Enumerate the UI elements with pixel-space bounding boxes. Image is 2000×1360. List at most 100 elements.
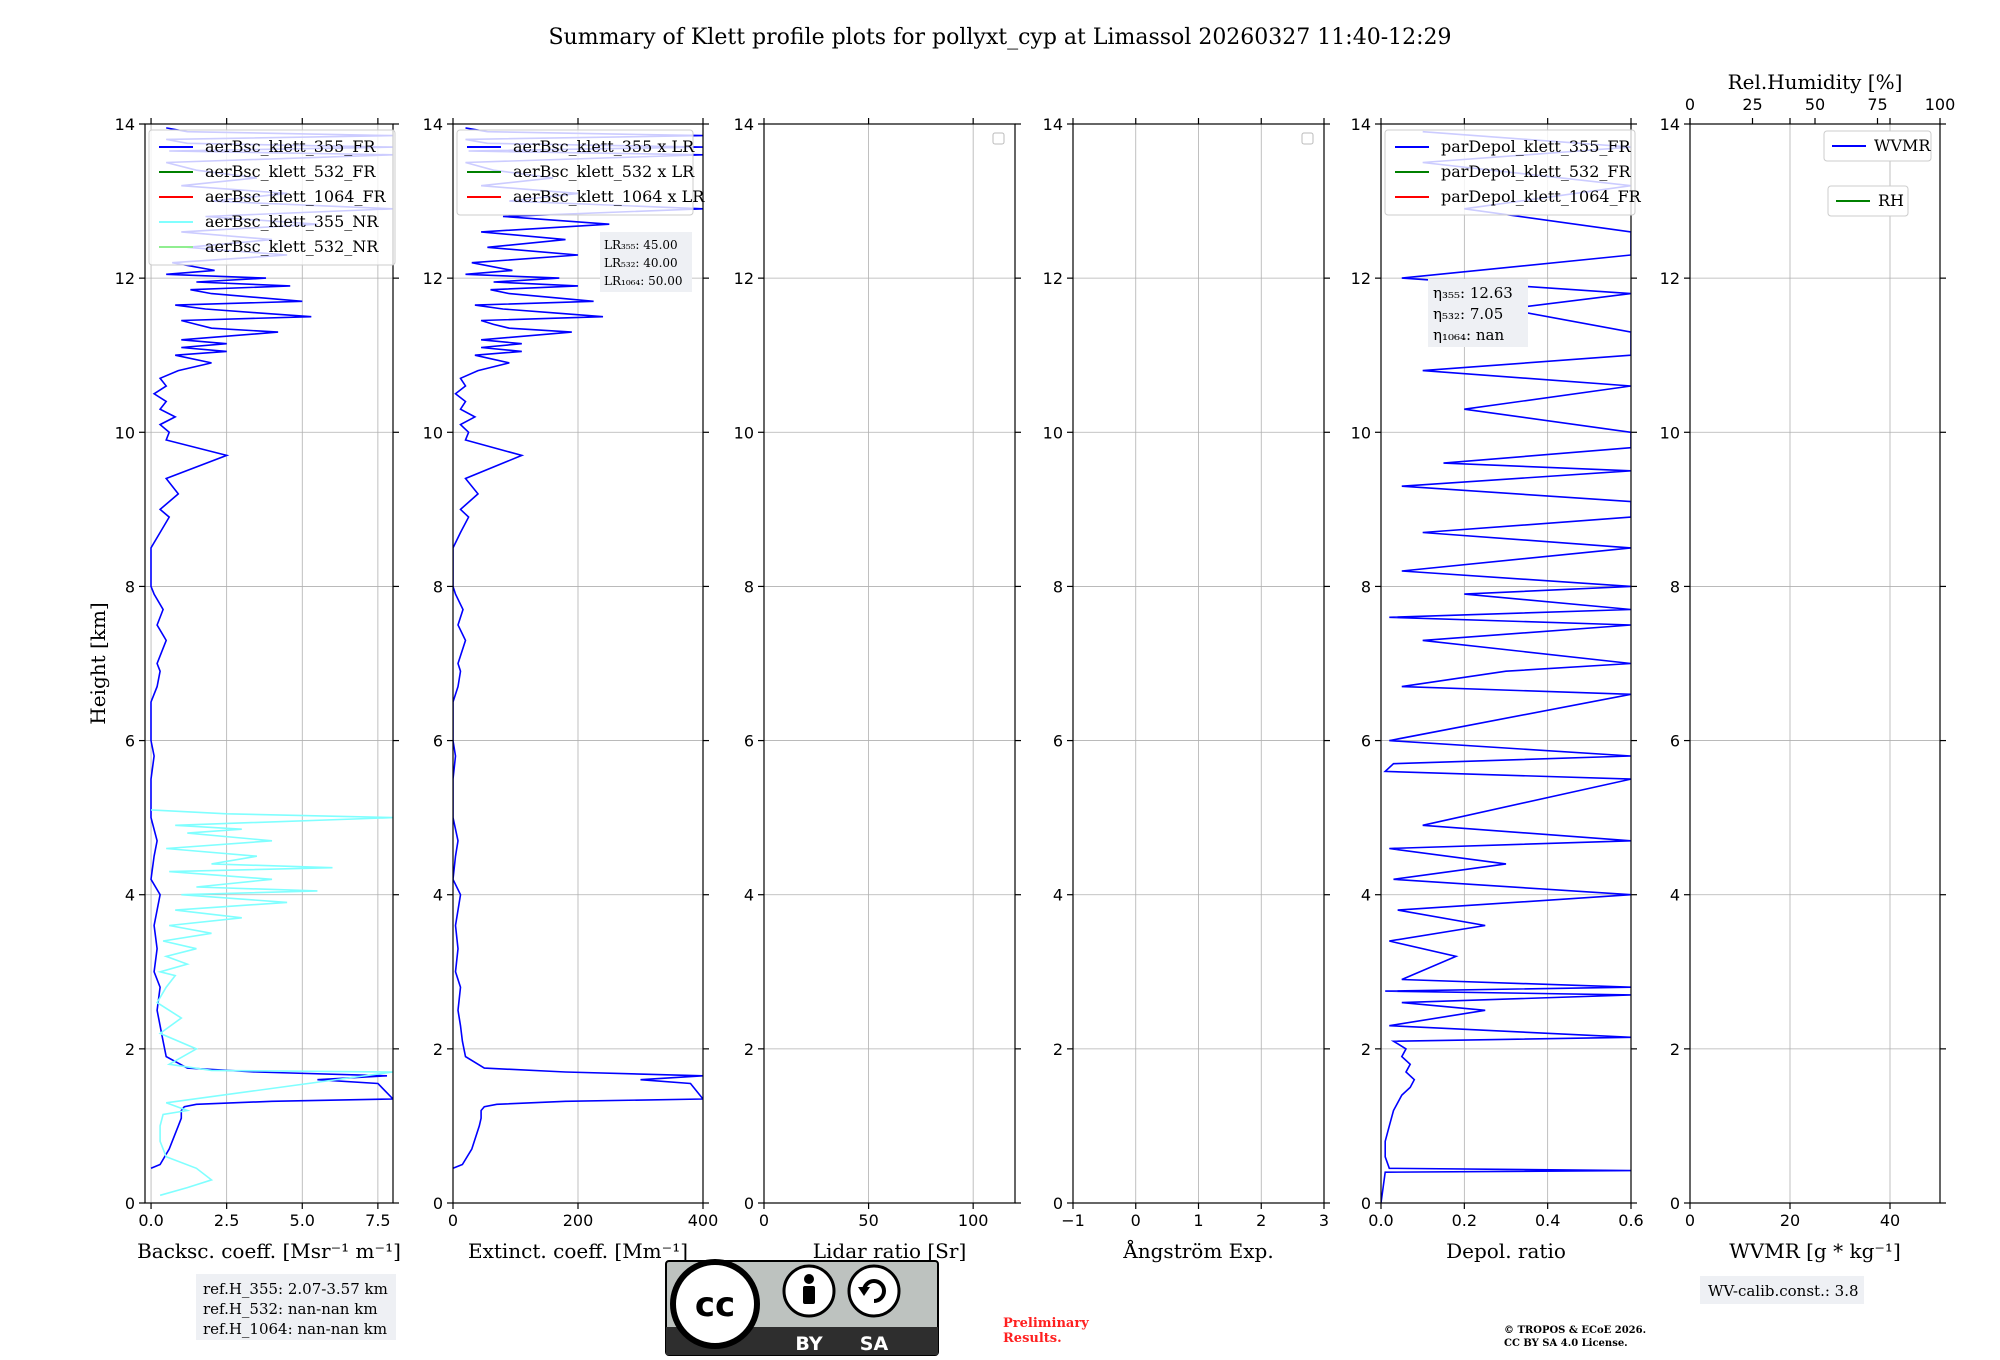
y-tick-label: 2 bbox=[433, 1040, 443, 1059]
legend: aerBsc_klett_355 x LR aerBsc_klett_532 x … bbox=[456, 129, 705, 216]
legend-label: aerBsc_klett_355_FR bbox=[205, 137, 376, 156]
y-tick-label: 12 bbox=[1043, 269, 1063, 288]
x-axis-label: Depol. ratio bbox=[1446, 1239, 1566, 1263]
panel-5: 0.0 0.2 0.4 0.6 0 2 4 6 8 10 12 14 Depol. ratio parDe… bbox=[1351, 115, 1644, 1263]
legend-label: aerBsc_klett_532_FR bbox=[205, 162, 376, 181]
panel-6: 0 20 40 0 2 4 6 8 10 12 14 WVMR [g * kg⁻¹] 0 25 50 75 10… bbox=[1660, 70, 1956, 1263]
legend-label: WVMR bbox=[1874, 136, 1931, 155]
x-axis-label: Extinct. coeff. [Mm⁻¹] bbox=[468, 1239, 688, 1263]
share-alike-icon-arrow bbox=[858, 1287, 870, 1296]
preliminary-label-line2: Results. bbox=[1003, 1331, 1062, 1346]
share-alike-icon bbox=[847, 1264, 901, 1318]
x-tick-label: 0 bbox=[1131, 1211, 1141, 1230]
panel-3: 0 50 100 0 2 4 6 8 10 12 14 Lidar ratio [Sr] bbox=[734, 115, 1021, 1263]
legend-box bbox=[1823, 130, 1932, 162]
share-alike-icon-arc bbox=[862, 1279, 886, 1303]
x2-tick-label: 100 bbox=[1925, 95, 1956, 114]
x-axis-label: Ångström Exp. bbox=[1122, 1238, 1273, 1263]
x-tick-label: 0 bbox=[759, 1211, 769, 1230]
y-tick-label: 10 bbox=[1043, 423, 1063, 442]
series-line-aerBsc_klett_355_NR bbox=[150, 809, 393, 1197]
y-tick-label: 2 bbox=[1053, 1040, 1063, 1059]
x2-axis-label: Rel.Humidity [%] bbox=[1728, 70, 1903, 94]
y-tick-label: 6 bbox=[1670, 732, 1680, 751]
person-icon-head bbox=[804, 1274, 814, 1284]
x-tick-label: −1 bbox=[1061, 1211, 1085, 1230]
legend-label: parDepol_klett_532_FR bbox=[1441, 162, 1632, 181]
legend-label: aerBsc_klett_532 x LR bbox=[513, 162, 695, 181]
x-tick-label: 0 bbox=[1685, 1211, 1695, 1230]
empty-legend-box bbox=[1301, 132, 1314, 145]
y-tick-label: 14 bbox=[115, 115, 135, 134]
y-tick-label: 10 bbox=[1660, 423, 1680, 442]
legend-label: aerBsc_klett_532_NR bbox=[205, 237, 379, 256]
annotation-background bbox=[1428, 279, 1528, 347]
panel-1: 0.0 2.5 5.0 7.5 0 2 4 6 8 10 12 14 Backsc. coeff. [M… bbox=[86, 115, 401, 1263]
x-tick-label: 1 bbox=[1193, 1211, 1203, 1230]
ref-heights-background bbox=[196, 1274, 396, 1340]
legend-label: aerBsc_klett_1064 x LR bbox=[513, 187, 705, 206]
legend-wvmr: WVMR bbox=[1823, 130, 1932, 162]
y-tick-label: 10 bbox=[734, 423, 754, 442]
wv-calib-background bbox=[1700, 1276, 1864, 1304]
cc-label-sa: SA bbox=[860, 1333, 889, 1355]
y-tick-label: 4 bbox=[744, 886, 754, 905]
annotation-background bbox=[600, 232, 692, 292]
y-tick-label: 8 bbox=[744, 577, 754, 596]
copyright-line2: CC BY SA 4.0 License. bbox=[1504, 1338, 1628, 1349]
y-tick-label: 14 bbox=[1660, 115, 1680, 134]
x2-tick-label: 0 bbox=[1685, 95, 1695, 114]
y-tick-label: 2 bbox=[1670, 1040, 1680, 1059]
wv-calib-label: WV-calib.const.: 3.8 bbox=[1708, 1282, 1859, 1300]
legend-label: aerBsc_klett_355 x LR bbox=[513, 137, 695, 156]
x-tick-label: 100 bbox=[958, 1211, 989, 1230]
calibration-eta-annotation: η₃₅₅: 12.63 bbox=[1433, 284, 1513, 302]
legend-box bbox=[1384, 129, 1636, 216]
y-tick-label: 8 bbox=[1053, 577, 1063, 596]
annotation-box: LR₃₅₅: 45.00 LR₅₃₂: 40.00 LR₁₀₆₄: 50.00 bbox=[600, 232, 692, 292]
x-tick-label: 0.0 bbox=[138, 1211, 163, 1230]
x-tick-label: 50 bbox=[858, 1211, 878, 1230]
y-tick-label: 6 bbox=[433, 732, 443, 751]
legend: parDepol_klett_355_FR parDepol_klett_532_… bbox=[1384, 129, 1642, 216]
y-tick-label: 10 bbox=[423, 423, 443, 442]
legend-label: aerBsc_klett_355_NR bbox=[205, 212, 379, 231]
y-tick-label: 6 bbox=[125, 732, 135, 751]
x-tick-label: 2.5 bbox=[214, 1211, 239, 1230]
panel-2: 0 200 400 0 2 4 6 8 10 12 14 Extinct. coeff. [Mm⁻¹]… bbox=[423, 115, 719, 1263]
x-tick-label: 5.0 bbox=[290, 1211, 315, 1230]
y-tick-label: 2 bbox=[1361, 1040, 1371, 1059]
copyright-line1: © TROPOS & ECoE 2026. bbox=[1504, 1325, 1646, 1336]
x-tick-label: 0 bbox=[448, 1211, 458, 1230]
y-tick-label: 14 bbox=[423, 115, 443, 134]
person-icon-body bbox=[803, 1286, 815, 1304]
x-tick-label: 0.0 bbox=[1368, 1211, 1393, 1230]
y-tick-label: 14 bbox=[734, 115, 754, 134]
panel-frame bbox=[1380, 123, 1632, 1204]
y-tick-label: 6 bbox=[1053, 732, 1063, 751]
x-tick-label: 0.2 bbox=[1452, 1211, 1477, 1230]
y-tick-label: 12 bbox=[734, 269, 754, 288]
y-tick-label: 4 bbox=[1361, 886, 1371, 905]
x-tick-label: 7.5 bbox=[365, 1211, 390, 1230]
lidar-ratio-annotation: LR₁₀₆₄: 50.00 bbox=[604, 274, 682, 288]
ref-height-1064: ref.H_1064: nan-nan km bbox=[203, 1320, 387, 1338]
y-tick-label: 6 bbox=[744, 732, 754, 751]
y-tick-label: 14 bbox=[1351, 115, 1371, 134]
y-tick-label: 0 bbox=[1670, 1194, 1680, 1213]
x-tick-label: 400 bbox=[688, 1211, 719, 1230]
annotation-box: η₃₅₅: 12.63 η₅₃₂: 7.05 η₁₀₆₄: nan bbox=[1428, 279, 1528, 347]
legend-box bbox=[148, 129, 396, 266]
y-tick-label: 0 bbox=[1361, 1194, 1371, 1213]
x-tick-label: 0.6 bbox=[1618, 1211, 1643, 1230]
y-tick-label: 0 bbox=[1053, 1194, 1063, 1213]
panel-frame bbox=[763, 123, 1016, 1204]
lidar-ratio-annotation: LR₅₃₂: 40.00 bbox=[604, 256, 678, 270]
calibration-eta-annotation: η₅₃₂: 7.05 bbox=[1433, 305, 1503, 323]
cc-icon bbox=[670, 1259, 760, 1349]
legend-label: RH bbox=[1878, 191, 1904, 210]
empty-legend-box bbox=[992, 132, 1005, 145]
ref-height-355: ref.H_355: 2.07-3.57 km bbox=[203, 1280, 388, 1298]
